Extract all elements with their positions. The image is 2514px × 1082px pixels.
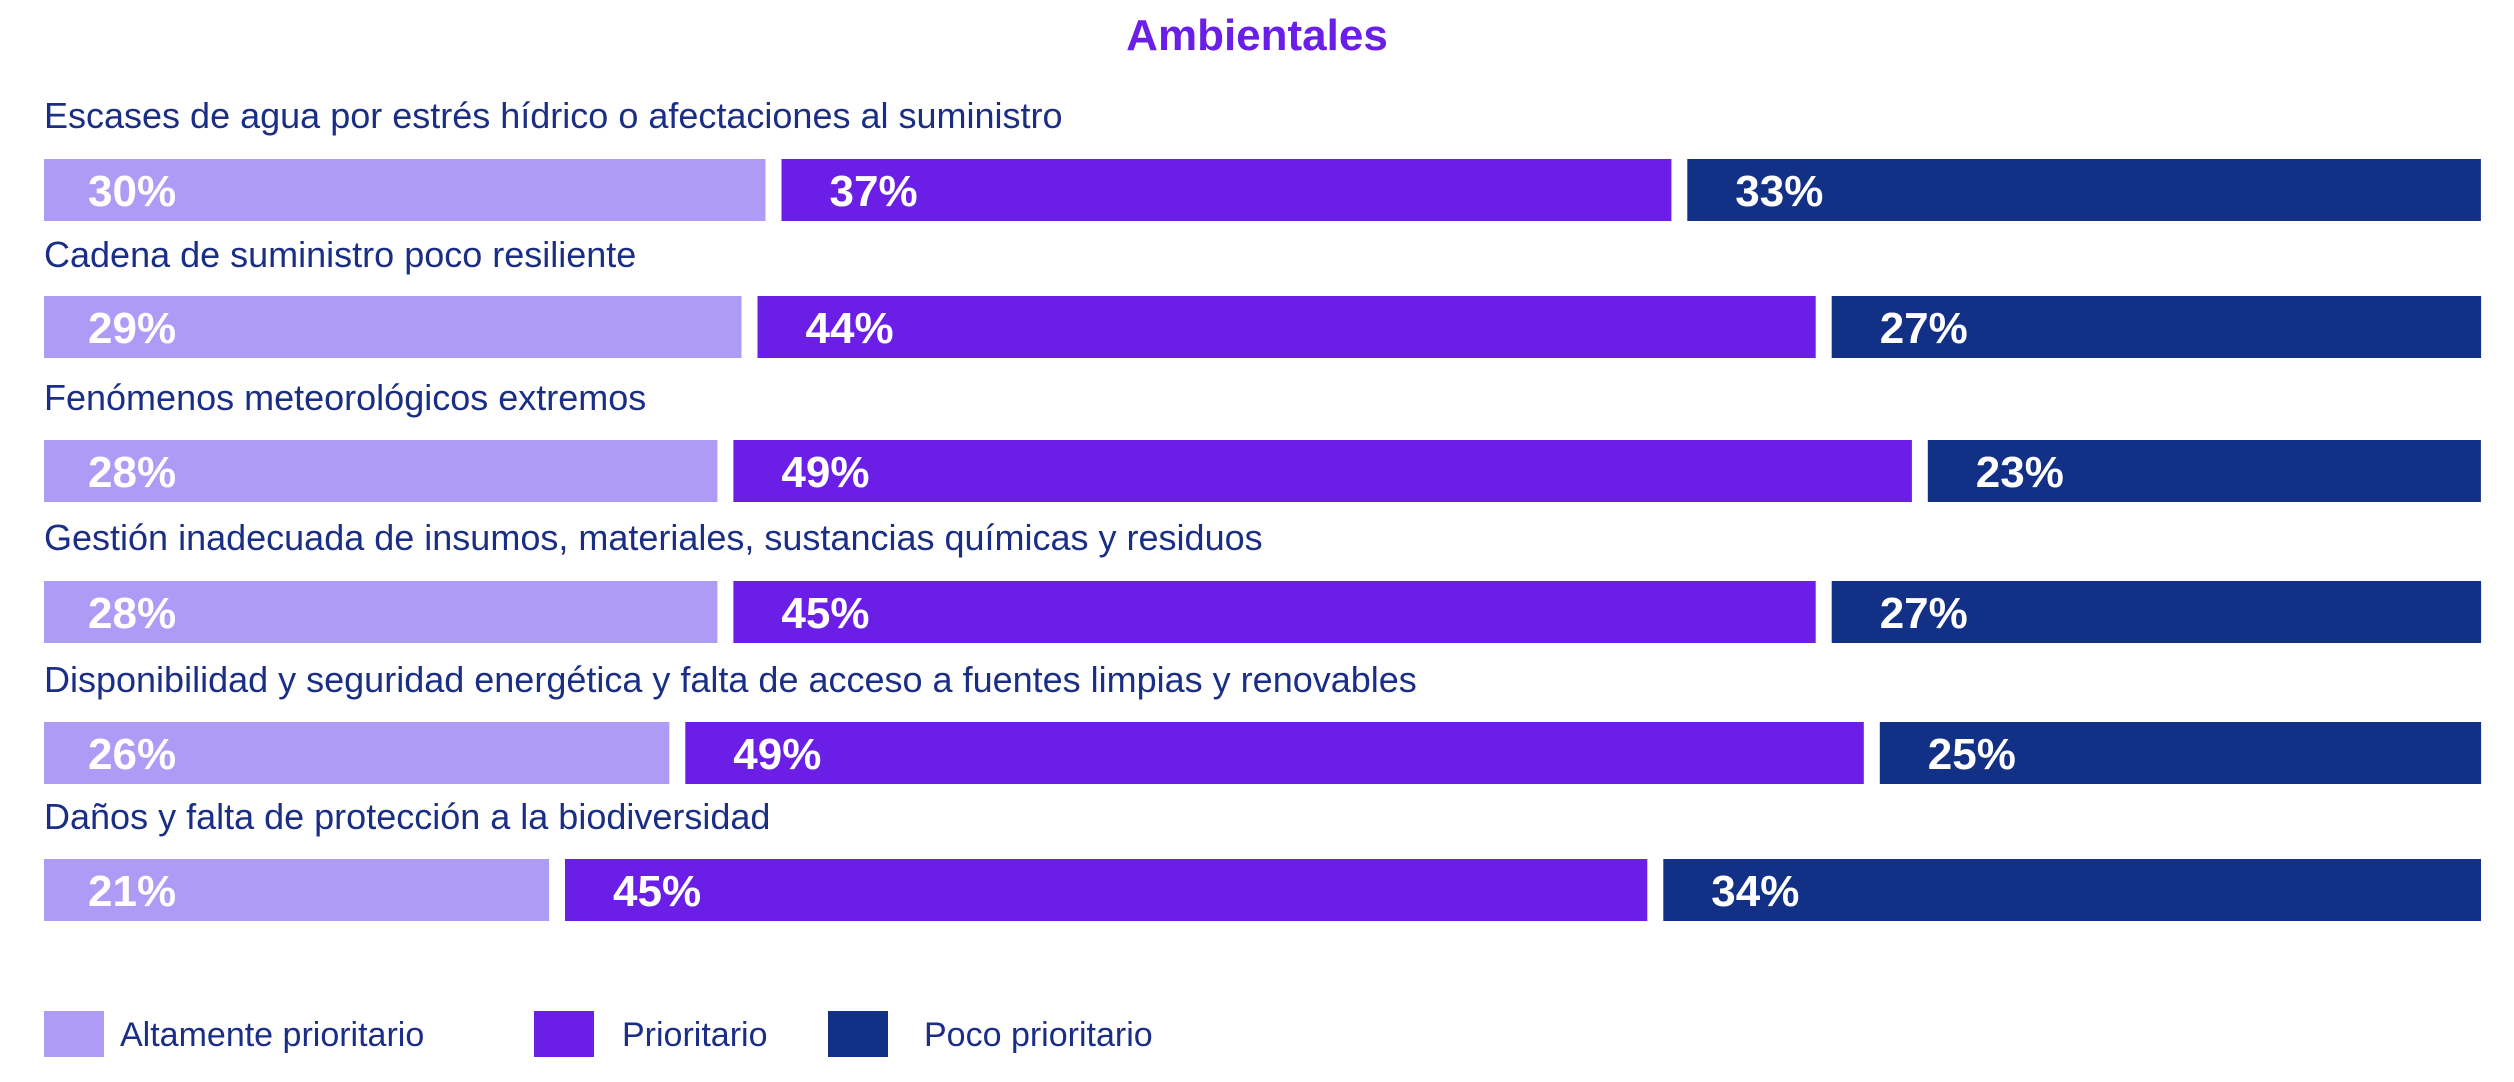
data-label: 34% [1711,867,1799,916]
data-label: 23% [1976,448,2064,497]
bar-segment [733,581,1816,643]
legend-swatch [828,1011,888,1057]
row-label: Disponibilidad y seguridad energética y … [44,659,1417,700]
bar-segment [685,722,1864,784]
data-label: 27% [1880,304,1968,353]
bar-segment [781,159,1672,221]
data-label: 27% [1880,589,1968,638]
data-label: 45% [613,867,701,916]
data-label: 30% [88,167,176,216]
bar-segment [757,296,1816,358]
data-label: 21% [88,867,176,916]
chart-title: Ambientales [1126,11,1388,60]
bar-segment [1831,581,2482,643]
legend-label: Poco prioritario [924,1016,1153,1054]
data-label: 26% [88,730,176,779]
row-label: Fenómenos meteorológicos extremos [44,377,646,418]
legend-label: Prioritario [622,1016,767,1054]
bar-segment [1663,859,2481,921]
bar-segment [565,859,1648,921]
data-label: 37% [830,167,918,216]
row-label: Cadena de suministro poco resiliente [44,234,636,275]
data-label: 49% [781,448,869,497]
bar-segment [44,440,718,502]
data-label: 49% [733,730,821,779]
data-label: 29% [88,304,176,353]
bar-segment [1927,440,2481,502]
data-label: 45% [781,589,869,638]
data-label: 28% [88,589,176,638]
bar-segment [44,581,718,643]
bar-segment [1687,159,2481,221]
data-label: 25% [1928,730,2016,779]
bar-segment [1879,722,2482,784]
bar-segment [733,440,1912,502]
legend-swatch [534,1011,594,1057]
data-label: 28% [88,448,176,497]
legend-swatch [44,1011,104,1057]
row-label: Daños y falta de protección a la biodive… [44,796,770,837]
row-label: Escases de agua por estrés hídrico o afe… [44,95,1063,136]
data-label: 33% [1735,167,1823,216]
legend-label: Altamente prioritario [120,1016,424,1054]
bar-segment [1831,296,2482,358]
data-label: 44% [806,304,894,353]
bar-segment [44,296,742,358]
row-label: Gestión inadecuada de insumos, materiale… [44,517,1263,558]
bar-segment [44,722,670,784]
bar-segment [44,859,550,921]
bar-segment [44,159,766,221]
